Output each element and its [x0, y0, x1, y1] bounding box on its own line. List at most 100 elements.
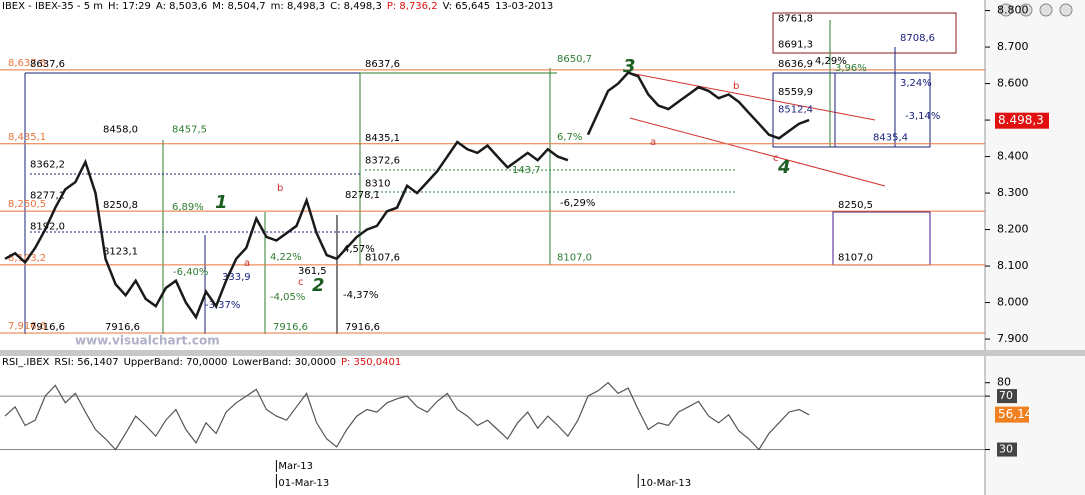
- percent-label: 143,7: [512, 165, 541, 176]
- percent-label: 4,22%: [270, 252, 302, 263]
- target-box: [772, 72, 931, 148]
- level-label: 8,250,5: [8, 199, 46, 210]
- panel: 8,637,68,435,18,250,58,103,27,916,68637,…: [0, 14, 985, 348]
- month-label: Mar-13: [278, 461, 313, 472]
- wave-label: 4: [777, 157, 791, 178]
- price-label: 8650,7: [557, 54, 592, 65]
- header-title: IBEX - IBEX-35 - 5 m: [2, 1, 104, 12]
- price-label: 8636,9: [778, 59, 813, 70]
- header-field: 13-03-2013: [495, 1, 554, 12]
- window-button[interactable]: [1019, 3, 1033, 17]
- panel-separator: [0, 350, 1085, 356]
- percent-label: 4,57%: [343, 244, 375, 255]
- x-tick-label: 10-Mar-13: [640, 478, 691, 489]
- y-tick-label: 8.000: [997, 296, 1029, 309]
- y-tick-label: 30: [999, 443, 1013, 456]
- window-controls: [999, 3, 1073, 17]
- price-label: 8761,8: [778, 14, 813, 25]
- header-field: m: 8,498,3: [270, 1, 326, 12]
- percent-label: 3,24%: [900, 78, 932, 89]
- percent-label: -6,29%: [560, 198, 595, 209]
- window-button[interactable]: [1059, 3, 1073, 17]
- rsi-axis-area: [985, 356, 1085, 495]
- series-line: [4, 381, 810, 451]
- price-label: 8637,6: [365, 59, 400, 70]
- x-tick-label: 01-Mar-13: [278, 478, 329, 489]
- price-label: 8107,6: [365, 252, 400, 263]
- price-label: 8372,6: [365, 156, 400, 167]
- percent-label: -3,14%: [905, 111, 940, 122]
- y-tick-label: 70: [999, 389, 1013, 402]
- channel-line: [629, 72, 876, 121]
- subwave-label: a: [244, 258, 250, 269]
- window-button[interactable]: [999, 3, 1013, 17]
- price-label: 8107,0: [838, 253, 873, 264]
- y-tick-label: 7.900: [997, 332, 1029, 345]
- price-label: 8512,4: [778, 105, 813, 116]
- y-tick-label: 8.400: [997, 150, 1029, 163]
- percent-label: -3,37%: [205, 300, 240, 311]
- header-field: LowerBand: 30,0000: [232, 357, 336, 368]
- price-label: 8691,3: [778, 39, 813, 50]
- header-field: C: 8,498,3: [330, 1, 382, 12]
- price-label: 8362,2: [30, 159, 65, 170]
- subwave-label: a: [650, 137, 656, 148]
- rsi-header: RSI_.IBEX RSI: 56,1407 UpperBand: 70,0000 L…: [2, 357, 407, 368]
- y-tick-label: 8.200: [997, 223, 1029, 236]
- y-tick-box: [997, 389, 1017, 404]
- subwave-label: c: [298, 277, 304, 288]
- price-label: 8250,5: [838, 200, 873, 211]
- price-label: 8107,0: [557, 253, 592, 264]
- last-value-box: [995, 406, 1029, 423]
- drawings: [24, 12, 957, 334]
- price-label: 7916,6: [345, 322, 380, 333]
- last-value-label: 56,14: [998, 407, 1032, 421]
- percent-label: 6,7%: [557, 132, 582, 143]
- price-label: 8435,4: [873, 133, 908, 144]
- y-tick-label: 8.800: [997, 4, 1029, 17]
- target-box: [772, 12, 957, 54]
- y-tick-label: 8.300: [997, 186, 1029, 199]
- subwave-label: b: [277, 183, 283, 194]
- header-field: P: 350,0401: [340, 357, 402, 368]
- price-label: 8457,5: [172, 125, 207, 136]
- y-tick-label: 8.600: [997, 77, 1029, 90]
- header-field: H: 17:29: [108, 1, 151, 12]
- percent-label: 333,9: [222, 272, 251, 283]
- series-line: [4, 71, 810, 320]
- header-field: V: 65,645: [442, 1, 491, 12]
- watermark: www.visualchart.com: [75, 334, 220, 348]
- y-tick-label: 8.100: [997, 259, 1029, 272]
- header-field: RSI: 56,1407: [54, 357, 119, 368]
- price-label: 7916,6: [30, 322, 65, 333]
- window-button[interactable]: [1039, 3, 1053, 17]
- level-label: 8,435,1: [8, 132, 46, 143]
- wave-label: 1: [215, 192, 228, 213]
- header-field: UpperBand: 70,0000: [123, 357, 228, 368]
- header-field: A: 8,503,6: [155, 1, 208, 12]
- price-label: 8458,0: [103, 124, 138, 135]
- header-field: M: 8,504,7: [212, 1, 266, 12]
- price-label: 8123,1: [103, 247, 138, 258]
- price-label: 8277,1: [30, 190, 65, 201]
- header-field: P: 8,736,2: [386, 1, 438, 12]
- price-label: 8637,6: [30, 59, 65, 70]
- price-label: 8310: [365, 178, 390, 189]
- level-label: 7,916,6: [8, 321, 46, 332]
- price-label: 7916,6: [105, 322, 140, 333]
- price-header: IBEX - IBEX-35 - 5 m H: 17:29 A: 8,503,6 M:…: [2, 1, 559, 12]
- wave-label: 2: [312, 275, 325, 296]
- level-label: 8,637,6: [8, 58, 46, 69]
- price-label: 8708,6: [900, 33, 935, 44]
- subwave-label: b: [733, 81, 739, 92]
- channel-line: [629, 117, 886, 187]
- price-label: 8250,8: [103, 200, 138, 211]
- wave-label: 3: [623, 56, 636, 77]
- percent-label: 4,29%: [815, 56, 847, 67]
- percent-label: -4,37%: [343, 290, 378, 301]
- price-axis-area: [985, 0, 1085, 350]
- percent-label: 6,89%: [172, 202, 204, 213]
- y-tick-box: [997, 442, 1017, 457]
